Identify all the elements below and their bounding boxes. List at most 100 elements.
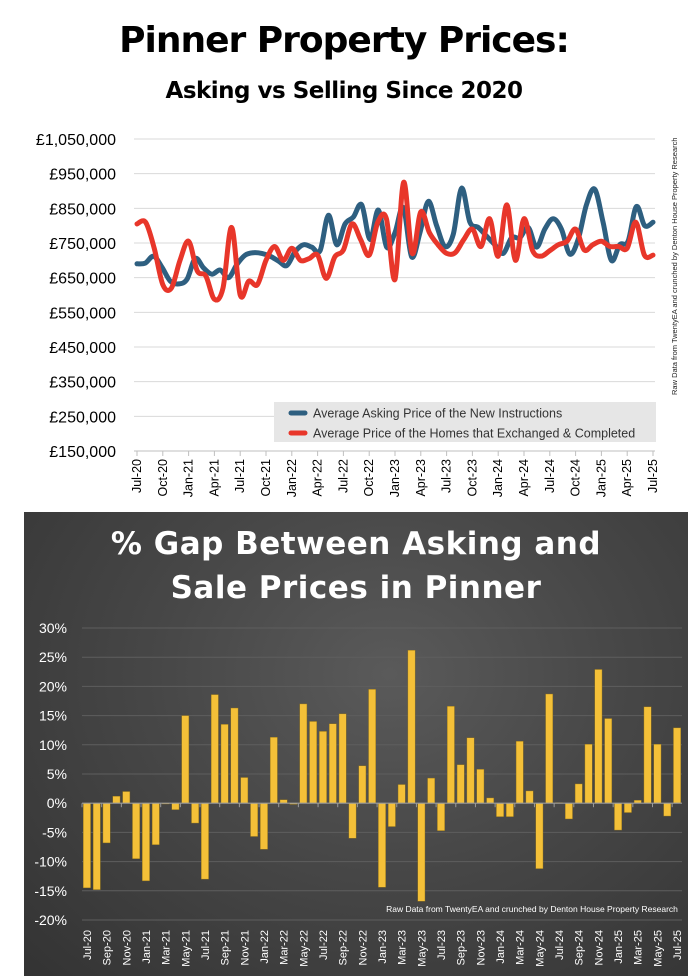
y-tick-label: -20% bbox=[34, 912, 67, 928]
legend-label-asking: Average Asking Price of the New Instruct… bbox=[313, 407, 562, 421]
x-tick-label: Jul-25 bbox=[672, 930, 684, 960]
line-chart: £1,050,000 £950,000 £850,000 £750,000 £650,0… bbox=[36, 132, 679, 497]
x-tick-label: Jul-20 bbox=[130, 459, 144, 493]
bar bbox=[299, 703, 308, 804]
y-tick-label: 15% bbox=[39, 708, 67, 724]
x-tick-label: Apr-21 bbox=[207, 459, 221, 497]
bar-chart-panel: % Gap Between Asking and Sale Prices in … bbox=[24, 512, 688, 976]
bar bbox=[319, 731, 327, 804]
x-tick-label: Jul-20 bbox=[82, 930, 94, 960]
x-tick-label: Jan-24 bbox=[495, 930, 507, 964]
y-tick-label: £450,000 bbox=[49, 340, 116, 357]
bar bbox=[437, 803, 445, 831]
bar bbox=[594, 669, 603, 804]
x-tick-label: Nov-22 bbox=[357, 930, 369, 965]
bar bbox=[171, 803, 180, 810]
y-tick-label: 10% bbox=[39, 737, 67, 753]
line-chart-title: Pinner Property Prices: bbox=[119, 20, 570, 61]
bar bbox=[663, 803, 672, 817]
x-tick-label: Jul-25 bbox=[646, 459, 660, 493]
x-tick-label: Apr-23 bbox=[414, 459, 428, 497]
bar bbox=[142, 803, 150, 882]
y-tick-label: 30% bbox=[39, 620, 67, 636]
x-tick-label: Jan-22 bbox=[259, 930, 271, 964]
selling-price-line bbox=[134, 179, 656, 303]
bar bbox=[102, 803, 111, 844]
bar bbox=[181, 715, 190, 804]
bar bbox=[132, 803, 140, 859]
bar bbox=[643, 706, 652, 804]
x-tick-label: Jan-25 bbox=[594, 459, 608, 497]
bar bbox=[427, 777, 436, 804]
x-tick-label: Sep-20 bbox=[102, 930, 114, 965]
x-tick-label: May-24 bbox=[534, 930, 546, 967]
x-tick-label: Jan-22 bbox=[285, 459, 299, 497]
x-tick-label: Jul-24 bbox=[554, 930, 566, 960]
x-tick-label: Jul-21 bbox=[200, 930, 212, 960]
bar-chart: 30% 25% 20% 15% 10% 5% 0% -5% -10% -15% -20% Jul-2… bbox=[34, 620, 684, 967]
x-tick-label: Sep-24 bbox=[574, 930, 586, 965]
bar bbox=[83, 803, 91, 889]
y-tick-label: £1,050,000 bbox=[36, 132, 116, 149]
x-tick-label: May-21 bbox=[180, 930, 192, 967]
x-tick-label: Jan-21 bbox=[182, 459, 196, 497]
bar bbox=[250, 803, 258, 837]
y-tick-label: -10% bbox=[34, 854, 67, 870]
y-tick-label: £850,000 bbox=[49, 201, 116, 218]
bar bbox=[112, 795, 121, 804]
y-tick-label: £350,000 bbox=[49, 375, 116, 392]
bar-chart-source-annotation: Raw Data from TwentyEA and crunched by D… bbox=[386, 904, 678, 914]
x-tick-label: Nov-23 bbox=[475, 930, 487, 965]
x-tick-label: Apr-25 bbox=[620, 459, 634, 497]
x-tick-label: Sep-22 bbox=[338, 930, 350, 965]
bar bbox=[338, 713, 347, 804]
bar bbox=[417, 803, 426, 902]
x-tick-label: Jul-22 bbox=[318, 930, 330, 960]
bar bbox=[407, 649, 416, 804]
x-tick-label: Jan-21 bbox=[141, 930, 153, 964]
bar bbox=[378, 803, 386, 888]
y-tick-label: 5% bbox=[47, 766, 67, 782]
legend-label-selling: Average Price of the Homes that Exchange… bbox=[313, 427, 635, 441]
y-tick-label: 20% bbox=[39, 678, 67, 694]
bar bbox=[653, 744, 662, 804]
x-tick-label: Nov-24 bbox=[593, 930, 605, 965]
x-tick-label: Nov-21 bbox=[239, 930, 251, 965]
x-tick-label: Mar-21 bbox=[161, 930, 173, 965]
bar bbox=[201, 803, 209, 880]
bar bbox=[515, 741, 524, 804]
x-tick-label: Mar-22 bbox=[279, 930, 291, 965]
bar bbox=[565, 803, 573, 820]
bar bbox=[673, 727, 681, 804]
bar bbox=[191, 803, 199, 824]
bar bbox=[269, 737, 278, 804]
x-tick-label: Mar-25 bbox=[633, 930, 645, 965]
bar bbox=[574, 783, 583, 804]
y-tick-label: 25% bbox=[39, 649, 67, 665]
x-tick-label: May-23 bbox=[416, 930, 428, 967]
y-tick-label: 0% bbox=[47, 795, 67, 811]
bar bbox=[525, 790, 534, 804]
x-tick-label: Oct-23 bbox=[465, 459, 479, 497]
bar bbox=[476, 769, 485, 804]
bar bbox=[122, 791, 131, 804]
x-tick-label: Nov-20 bbox=[121, 930, 133, 965]
x-tick-label: May-25 bbox=[652, 930, 664, 967]
x-tick-label: Jan-25 bbox=[613, 930, 625, 964]
y-tick-label: -5% bbox=[42, 824, 67, 840]
y-tick-label: £750,000 bbox=[49, 236, 116, 253]
x-tick-label: May-22 bbox=[298, 930, 310, 967]
bar bbox=[240, 777, 249, 804]
x-tick-label: Sep-23 bbox=[456, 930, 468, 965]
x-tick-label: Jan-23 bbox=[388, 459, 402, 497]
bar bbox=[397, 784, 406, 804]
bar bbox=[447, 706, 455, 804]
x-tick-label: Oct-24 bbox=[569, 459, 583, 497]
x-tick-label: Jan-24 bbox=[491, 459, 505, 497]
x-tick-label: Apr-22 bbox=[311, 459, 325, 497]
x-tick-label: Jan-23 bbox=[377, 930, 389, 964]
bar bbox=[624, 803, 632, 813]
bar bbox=[387, 803, 396, 827]
y-tick-label: £550,000 bbox=[49, 305, 116, 322]
y-tick-label: -15% bbox=[34, 883, 67, 899]
